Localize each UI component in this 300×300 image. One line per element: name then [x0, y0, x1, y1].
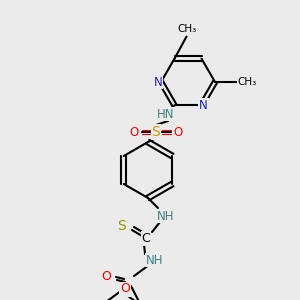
Text: NH: NH: [157, 209, 175, 223]
Text: HN: HN: [157, 107, 175, 121]
Text: O: O: [173, 125, 183, 139]
Text: S: S: [117, 219, 125, 233]
Text: C: C: [142, 232, 150, 244]
Text: NH: NH: [146, 254, 164, 266]
Text: CH₃: CH₃: [237, 77, 256, 87]
Text: O: O: [120, 283, 130, 296]
Text: O: O: [101, 271, 111, 284]
Text: O: O: [129, 125, 139, 139]
Text: S: S: [152, 125, 160, 139]
Text: N: N: [154, 76, 162, 88]
Text: CH₃: CH₃: [177, 24, 196, 34]
Text: N: N: [199, 99, 208, 112]
